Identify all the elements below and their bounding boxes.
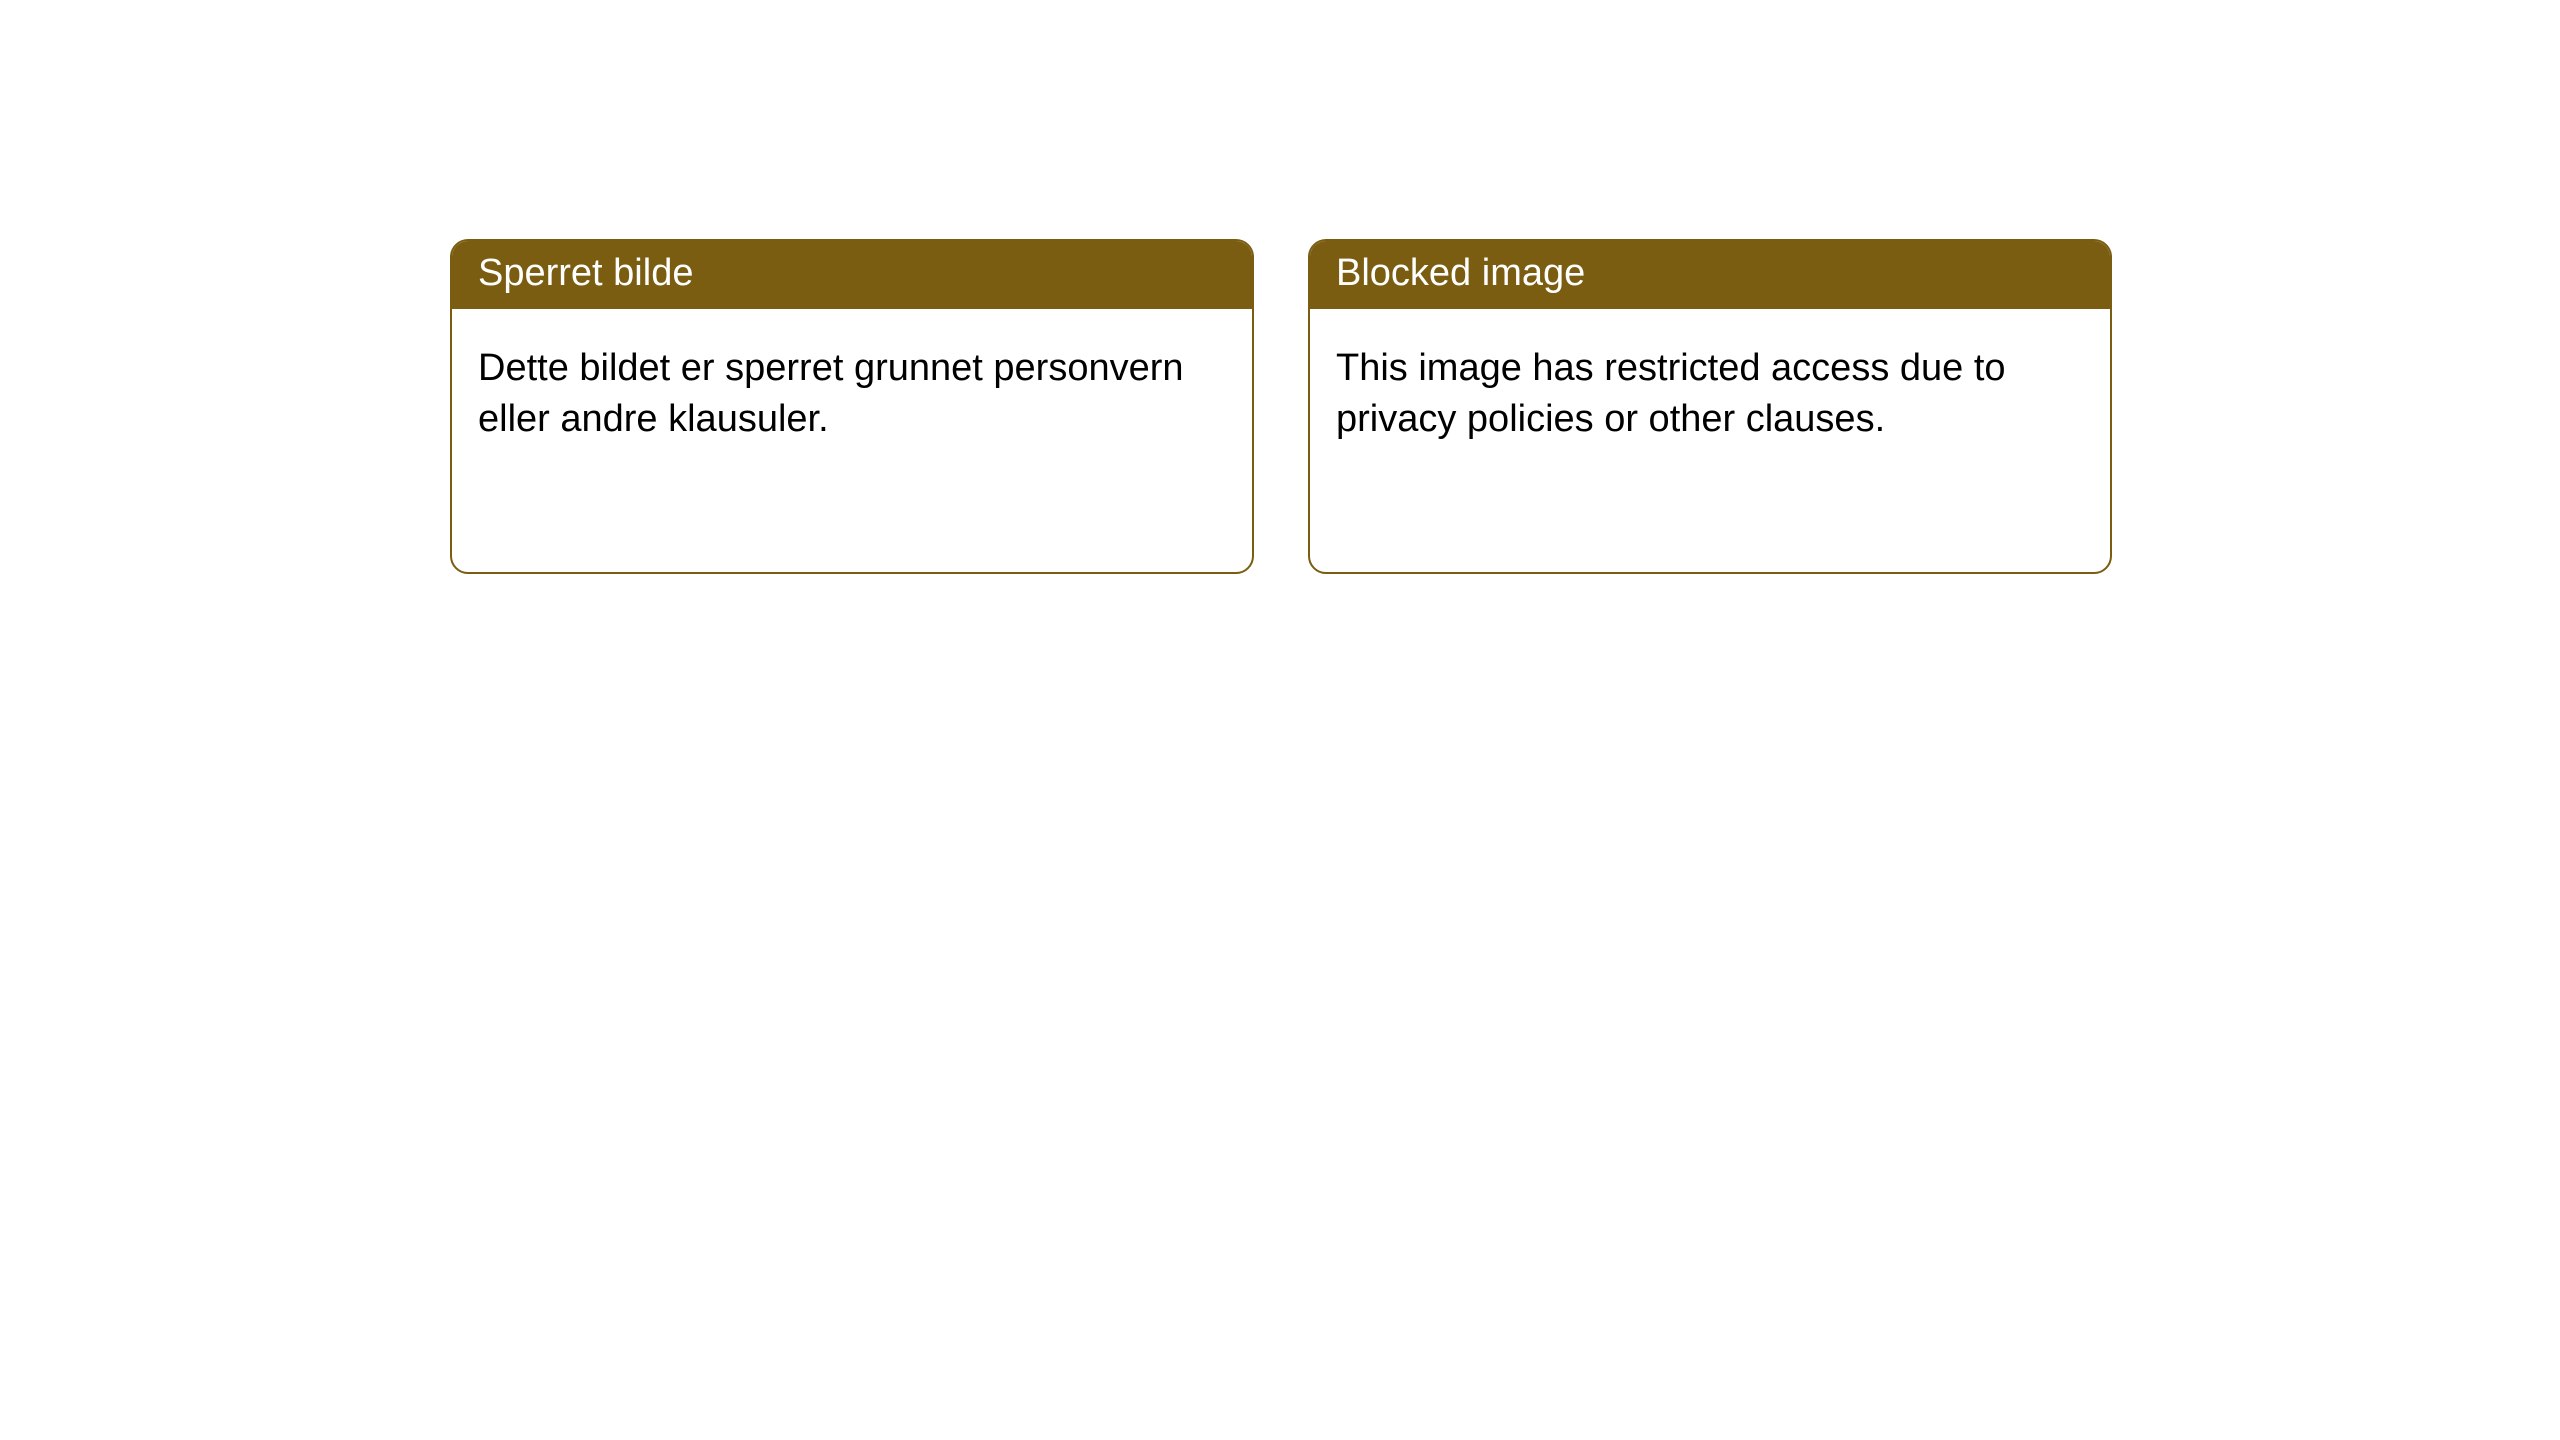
notice-container: Sperret bilde Dette bildet er sperret gr… bbox=[0, 0, 2560, 574]
notice-body: Dette bildet er sperret grunnet personve… bbox=[452, 309, 1252, 480]
notice-title: Sperret bilde bbox=[478, 252, 693, 294]
notice-text: This image has restricted access due to … bbox=[1336, 347, 2006, 440]
notice-body: This image has restricted access due to … bbox=[1310, 309, 2110, 480]
notice-header: Sperret bilde bbox=[452, 241, 1252, 309]
notice-card-english: Blocked image This image has restricted … bbox=[1308, 239, 2112, 574]
notice-card-norwegian: Sperret bilde Dette bildet er sperret gr… bbox=[450, 239, 1254, 574]
notice-header: Blocked image bbox=[1310, 241, 2110, 309]
notice-title: Blocked image bbox=[1336, 252, 1585, 294]
notice-text: Dette bildet er sperret grunnet personve… bbox=[478, 347, 1184, 440]
